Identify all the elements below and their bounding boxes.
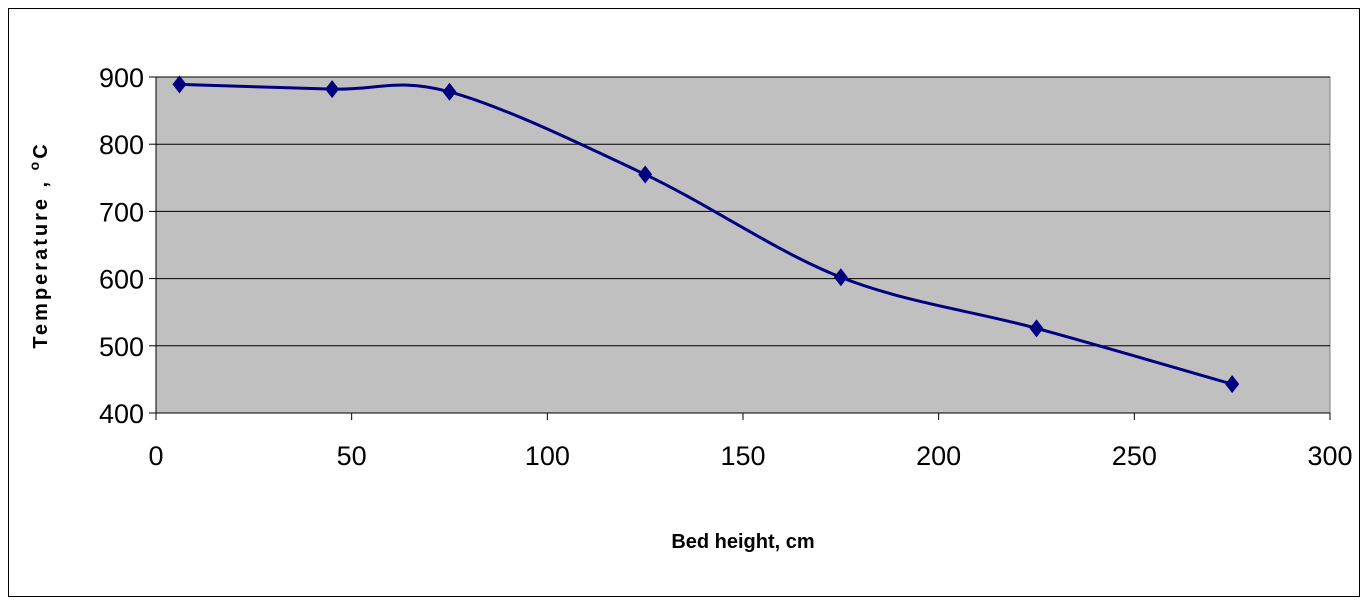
y-tick-label: 800 xyxy=(99,130,144,160)
data-point xyxy=(833,268,848,287)
x-tick-label: 200 xyxy=(916,441,961,471)
y-tick-label: 500 xyxy=(99,332,144,362)
x-tick-label: 100 xyxy=(525,441,570,471)
x-tick-label: 50 xyxy=(337,441,367,471)
x-tick-label: 250 xyxy=(1112,441,1157,471)
data-point xyxy=(442,82,457,101)
y-tick-labels: 400 500 600 700 800 900 xyxy=(99,63,144,429)
y-tick-label: 900 xyxy=(99,63,144,93)
y-axis-title: Temperature , oC xyxy=(26,141,52,348)
x-tick-label: 150 xyxy=(720,441,765,471)
y-axis-title-unit: C xyxy=(30,141,52,158)
y-axis-title-main: Temperature , xyxy=(30,170,52,348)
data-point xyxy=(638,165,653,184)
axes xyxy=(149,76,1331,420)
x-axis-title: Bed height, cm xyxy=(671,531,814,553)
data-markers xyxy=(172,75,1240,394)
data-point xyxy=(1225,375,1240,394)
data-point xyxy=(1029,319,1044,338)
data-point xyxy=(325,80,340,99)
y-tick-label: 600 xyxy=(99,265,144,295)
y-axis-title-degree: o xyxy=(26,159,42,171)
gridlines xyxy=(156,76,1330,347)
x-tick-label: 0 xyxy=(148,441,163,471)
y-tick-label: 700 xyxy=(99,197,144,227)
data-point xyxy=(172,75,187,94)
x-tick-label: 300 xyxy=(1307,441,1352,471)
y-tick-label: 400 xyxy=(99,399,144,429)
x-tick-labels: 0 50 100 150 200 250 300 xyxy=(148,441,1352,471)
